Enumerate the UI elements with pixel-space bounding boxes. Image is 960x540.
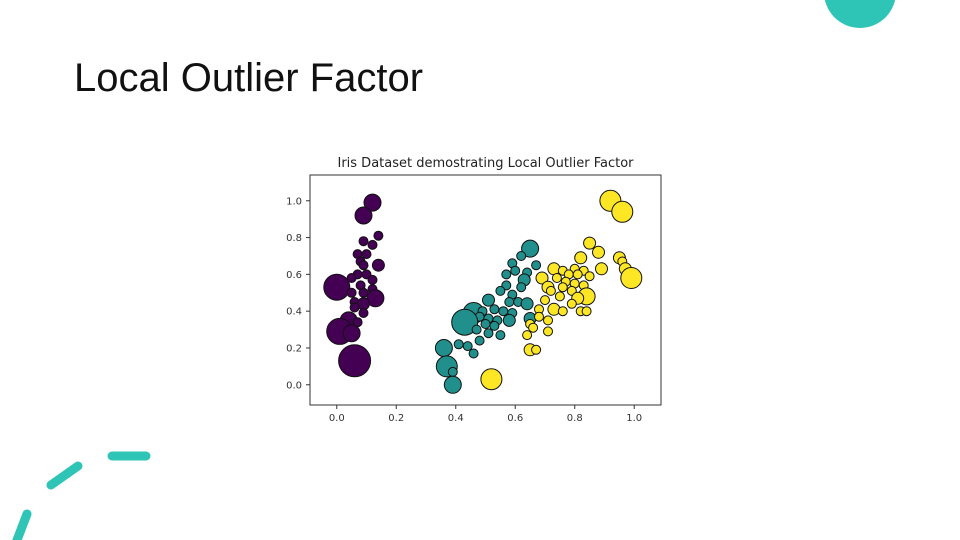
scatter-point-s2-14 [572,269,583,280]
scatter-point-s2-1 [611,200,634,223]
scatter-point-s0-5 [361,249,372,260]
scatter-point-s1-39 [443,375,462,394]
scatter-point-s0-27 [342,324,361,343]
x-tick-label: 1.0 [626,413,642,424]
scatter-point-s2-30 [566,298,577,309]
scatter-point-s2-36 [534,311,544,322]
points-layer [323,189,643,394]
x-tick-label: 0.4 [448,413,464,424]
scatter-point-s1-10 [495,285,506,296]
scatter-point-s2-6 [574,251,588,265]
scatter-point-s1-27 [480,319,491,329]
x-tick-label: 0.8 [567,413,583,424]
scatter-point-s1-32 [474,335,485,346]
scatter-point-s2-21 [620,267,643,289]
scatter-point-s2-25 [545,285,556,296]
accent-dash-3 [12,509,32,540]
scatter-point-s2-11 [595,262,608,276]
scatter-point-s2-17 [551,273,562,283]
scatter-point-s0-0 [363,193,382,212]
chart-plot-svg: 0.0 0.2 0.4 0.6 0.8 1.0 0.0 0.2 0.4 0.6 0.8 1.0 [286,174,662,424]
scatter-point-s2-16 [535,271,549,285]
scatter-point-s2-3 [592,245,605,259]
scatter-point-s2-23 [557,282,568,293]
y-tick-label: 0.6 [286,270,302,281]
scatter-point-s1-24 [502,313,516,327]
scatter-point-s1-6 [501,269,512,280]
scatter-point-s1-4 [510,265,521,276]
accent-dash-2 [46,461,83,490]
y-tick-label: 0.8 [286,233,302,244]
y-axis: 0.0 0.2 0.4 0.6 0.8 1.0 [286,196,310,391]
scatter-point-s0-12 [346,273,357,283]
scatter-point-s1-38 [447,366,458,377]
scatter-point-s0-22 [349,302,360,313]
y-tick-label: 0.2 [286,343,302,354]
scatter-point-s0-13 [367,274,378,285]
x-axis: 0.0 0.2 0.4 0.6 0.8 1.0 [329,405,642,424]
scatter-point-s2-2 [583,236,597,250]
scatter-point-s1-3 [531,260,542,271]
scatter-point-s1-13 [504,297,515,307]
scatter-point-s1-31 [495,330,506,341]
scatter-point-s2-33 [557,306,568,317]
scatter-point-s1-30 [483,328,494,339]
scatter-point-s1-33 [453,339,464,350]
scatter-point-s0-23 [358,308,369,318]
scatter-point-s2-44 [480,368,503,391]
x-tick-label: 0.0 [329,413,345,424]
scatter-point-s2-27 [554,291,565,302]
plot-frame [309,174,662,406]
scatter-point-s0-3 [358,236,369,247]
scatter-point-s1-29 [471,324,482,335]
scatter-point-s1-15 [520,297,534,311]
scatter-point-s0-14 [323,273,351,301]
scatter-point-s1-28 [489,320,500,331]
scatter-point-s1-1 [516,251,527,261]
scatter-point-s2-39 [528,322,539,333]
scatter-point-s0-18 [358,287,369,298]
scatter-point-s0-1 [354,206,373,225]
slide-title: Local Outlier Factor [74,56,424,100]
scatter-point-s2-7 [547,262,561,276]
scatter-point-s2-32 [547,302,561,316]
scatter-point-s2-43 [531,344,542,355]
chart-title: Iris Dataset demostrating Local Outlier … [337,156,634,171]
x-tick-label: 0.6 [507,413,523,424]
scatter-point-s2-40 [543,326,553,337]
y-tick-label: 0.4 [286,307,302,318]
scatter-point-s1-34 [462,341,473,352]
scatter-point-s1-17 [489,304,500,315]
scatter-point-s1-0 [521,239,540,258]
scatter-point-s2-28 [540,295,550,306]
scatter-point-s1-26 [451,308,479,336]
scatter-point-s2-41 [522,330,533,341]
scatter-point-s1-9 [516,282,527,293]
y-tick-label: 0.0 [286,380,302,391]
scatter-point-s0-2 [373,230,384,241]
scatter-point-s0-28 [338,344,372,378]
scatter-point-s1-19 [498,306,509,317]
scatter-point-s0-17 [346,287,357,298]
x-tick-label: 0.2 [388,413,404,424]
scatter-point-s2-37 [543,315,553,326]
scatter-point-s0-4 [367,239,378,250]
scatter-point-s1-36 [468,348,479,359]
accent-circle-top-right [824,0,896,28]
scatter-point-s2-35 [581,306,592,317]
scatter-point-s1-12 [482,293,495,307]
scatter-point-s1-35 [434,339,453,357]
scatter-point-s0-8 [371,258,385,272]
scatter-point-s2-15 [584,271,595,282]
y-tick-label: 1.0 [286,196,302,207]
lof-scatter-chart: Iris Dataset demostrating Local Outlier … [270,150,690,430]
scatter-point-s0-9 [358,260,369,271]
